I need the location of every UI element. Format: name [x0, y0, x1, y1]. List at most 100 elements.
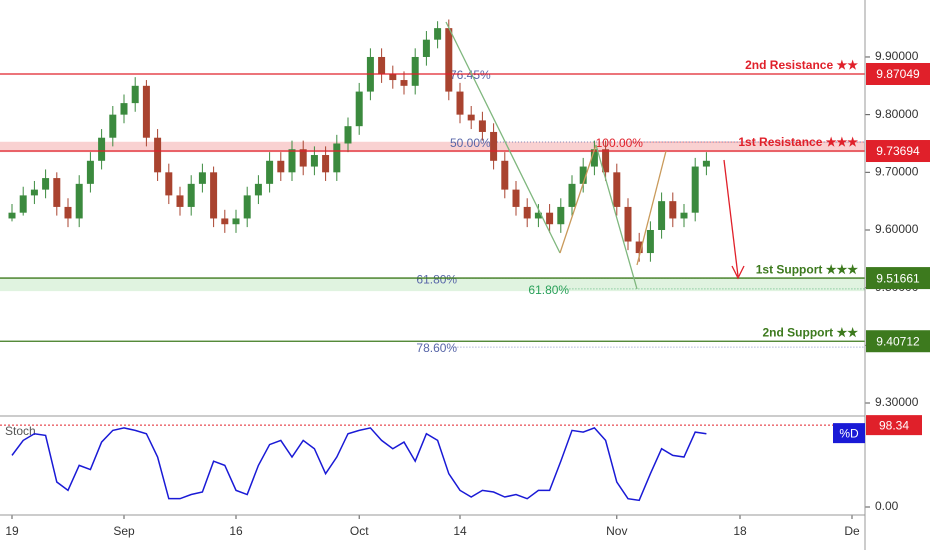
- fib-label: 78.60%: [416, 341, 457, 355]
- fib-label: 61.80%: [528, 283, 569, 297]
- price-badge: [866, 330, 930, 353]
- candle-body: [120, 103, 128, 115]
- y-tick-label: 9.30000: [875, 395, 919, 409]
- candle-body: [53, 178, 61, 207]
- candle-body: [221, 218, 229, 225]
- x-tick-label: Oct: [350, 524, 369, 538]
- candle-body: [501, 160, 509, 190]
- candle-body: [635, 241, 643, 254]
- fib-label: 61.80%: [416, 272, 457, 286]
- candle-body: [131, 85, 139, 104]
- fib-label: 50.00%: [450, 136, 491, 150]
- candle-body: [8, 212, 16, 219]
- trend-arrow: [636, 150, 667, 266]
- candle-body: [210, 172, 218, 219]
- x-tick-label: 18: [733, 524, 747, 538]
- candle-body: [333, 143, 341, 173]
- price-label: 9.51661: [876, 271, 920, 285]
- series-badge: [833, 423, 865, 444]
- candle-body: [602, 149, 610, 173]
- value-badge: [866, 415, 922, 436]
- candle-body: [288, 149, 296, 173]
- y-tick-label: 9.80000: [875, 107, 919, 121]
- candle-body: [42, 178, 50, 190]
- candle-body: [669, 201, 677, 219]
- x-tick-label: 19: [5, 524, 19, 538]
- level-name: 2nd Resistance ★★: [745, 58, 858, 72]
- price-label: 9.40712: [876, 334, 920, 348]
- series-label: %D: [839, 426, 859, 440]
- x-tick-label: Sep: [113, 524, 135, 538]
- level-name: 2nd Support ★★: [762, 325, 858, 339]
- fib-label: 100.00%: [596, 136, 644, 150]
- value-label: 98.34: [879, 418, 909, 432]
- candle-body: [658, 201, 666, 230]
- candle-body: [277, 160, 285, 173]
- candle-body: [646, 229, 654, 254]
- candle-body: [86, 160, 94, 184]
- x-tick-label: De: [844, 524, 860, 538]
- candle-body: [64, 206, 72, 219]
- candle-body: [590, 149, 598, 167]
- fib-label: 76.45%: [450, 68, 491, 82]
- candle-body: [19, 195, 27, 213]
- candle-body: [680, 212, 688, 219]
- y-tick-label: 9.90000: [875, 49, 919, 63]
- price-badge: [866, 62, 930, 85]
- price-label: 9.87049: [876, 67, 920, 81]
- trend-arrow: [595, 144, 638, 290]
- x-tick-label: 16: [229, 524, 243, 538]
- price-badge: [866, 140, 930, 163]
- candle-body: [355, 91, 363, 127]
- y-tick-label: 9.70000: [875, 164, 919, 178]
- candle-body: [434, 28, 442, 40]
- candle-body: [322, 155, 330, 173]
- candle-body: [389, 74, 397, 81]
- candle-body: [198, 172, 206, 184]
- x-tick-label: 14: [453, 524, 467, 538]
- candle-body: [378, 56, 386, 75]
- candle-body: [523, 206, 531, 219]
- candle-body: [299, 149, 307, 167]
- candle-body: [534, 212, 542, 219]
- candle-body: [613, 172, 621, 207]
- indicator-name: Stoch: [5, 424, 36, 438]
- candle-body: [557, 206, 565, 225]
- zone: [0, 141, 865, 153]
- candle-body: [98, 137, 106, 161]
- plot: 9.300009.400009.500009.600009.700009.800…: [0, 19, 919, 538]
- x-tick-label: Nov: [606, 524, 627, 538]
- candle-body: [512, 189, 520, 207]
- candle-body: [478, 120, 486, 132]
- price-badge: [866, 267, 930, 290]
- candle-body: [624, 206, 632, 242]
- candle-body: [579, 166, 587, 184]
- candle-body: [30, 189, 38, 196]
- candle-body: [456, 91, 464, 115]
- candle-body: [702, 160, 710, 167]
- trend-arrow: [559, 144, 597, 254]
- candle-body: [232, 218, 240, 225]
- candle-body: [165, 172, 173, 196]
- stoch-line: [11, 427, 707, 502]
- candle-body: [344, 126, 352, 144]
- candle-body: [691, 166, 699, 213]
- trend-arrow: [445, 21, 561, 254]
- candle-body: [142, 85, 150, 138]
- candle-body: [187, 183, 195, 207]
- candle-body: [445, 28, 453, 92]
- candle-body: [467, 114, 475, 121]
- y-tick-label: 9.60000: [875, 222, 919, 236]
- candle-body: [568, 183, 576, 207]
- projection-arrow: [723, 159, 739, 277]
- arrow-head: [731, 265, 745, 280]
- candle-body: [490, 131, 498, 161]
- candle-body: [310, 155, 318, 167]
- candle-body: [109, 114, 117, 138]
- candle-body: [411, 56, 419, 86]
- candle-body: [266, 160, 274, 184]
- candle-body: [400, 80, 408, 86]
- candle-body: [546, 212, 554, 225]
- drawings: [445, 21, 745, 290]
